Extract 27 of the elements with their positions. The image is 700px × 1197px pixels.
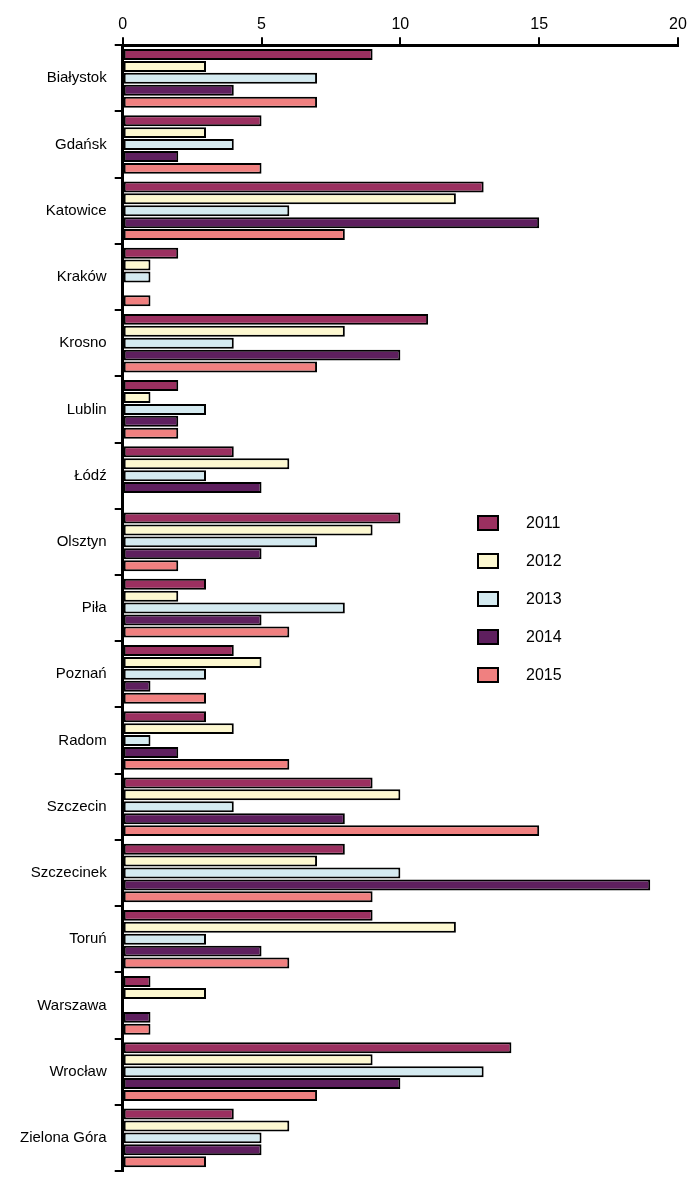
y-tick-label: Wrocław	[49, 1061, 107, 1079]
y-tick-label: Gdańsk	[55, 134, 108, 152]
y-tick-label: Lublin	[66, 399, 107, 417]
legend-label: 2015	[526, 665, 562, 683]
y-tick-label: Białystok	[46, 68, 108, 86]
y-tick-label: Katowice	[45, 200, 107, 218]
y-tick-label: Olsztyn	[56, 532, 107, 550]
x-tick-label: 10	[391, 15, 410, 33]
y-tick-label: Toruń	[69, 929, 107, 947]
y-tick-label: Zielona Góra	[19, 1128, 108, 1146]
y-tick-label: Radom	[58, 730, 107, 748]
legend-label: 2014	[526, 627, 562, 645]
y-tick-label: Warszawa	[37, 995, 108, 1013]
x-tick-label: 5	[257, 15, 267, 33]
y-tick-label: Poznań	[55, 664, 107, 682]
legend-label: 2012	[526, 551, 562, 569]
y-tick-label: Szczecin	[46, 796, 107, 814]
y-tick-label: Szczecinek	[30, 863, 108, 881]
x-tick-label: 15	[530, 15, 549, 33]
x-tick-label: 20	[669, 15, 687, 33]
y-tick-label: Piła	[81, 598, 108, 616]
y-tick-label: Krosno	[59, 333, 107, 351]
y-tick-label: Kraków	[56, 267, 107, 285]
legend-label: 2013	[526, 589, 562, 607]
x-tick-label: 0	[118, 15, 128, 33]
legend-label: 2011	[526, 513, 561, 531]
y-tick-label: Łódź	[74, 465, 107, 483]
